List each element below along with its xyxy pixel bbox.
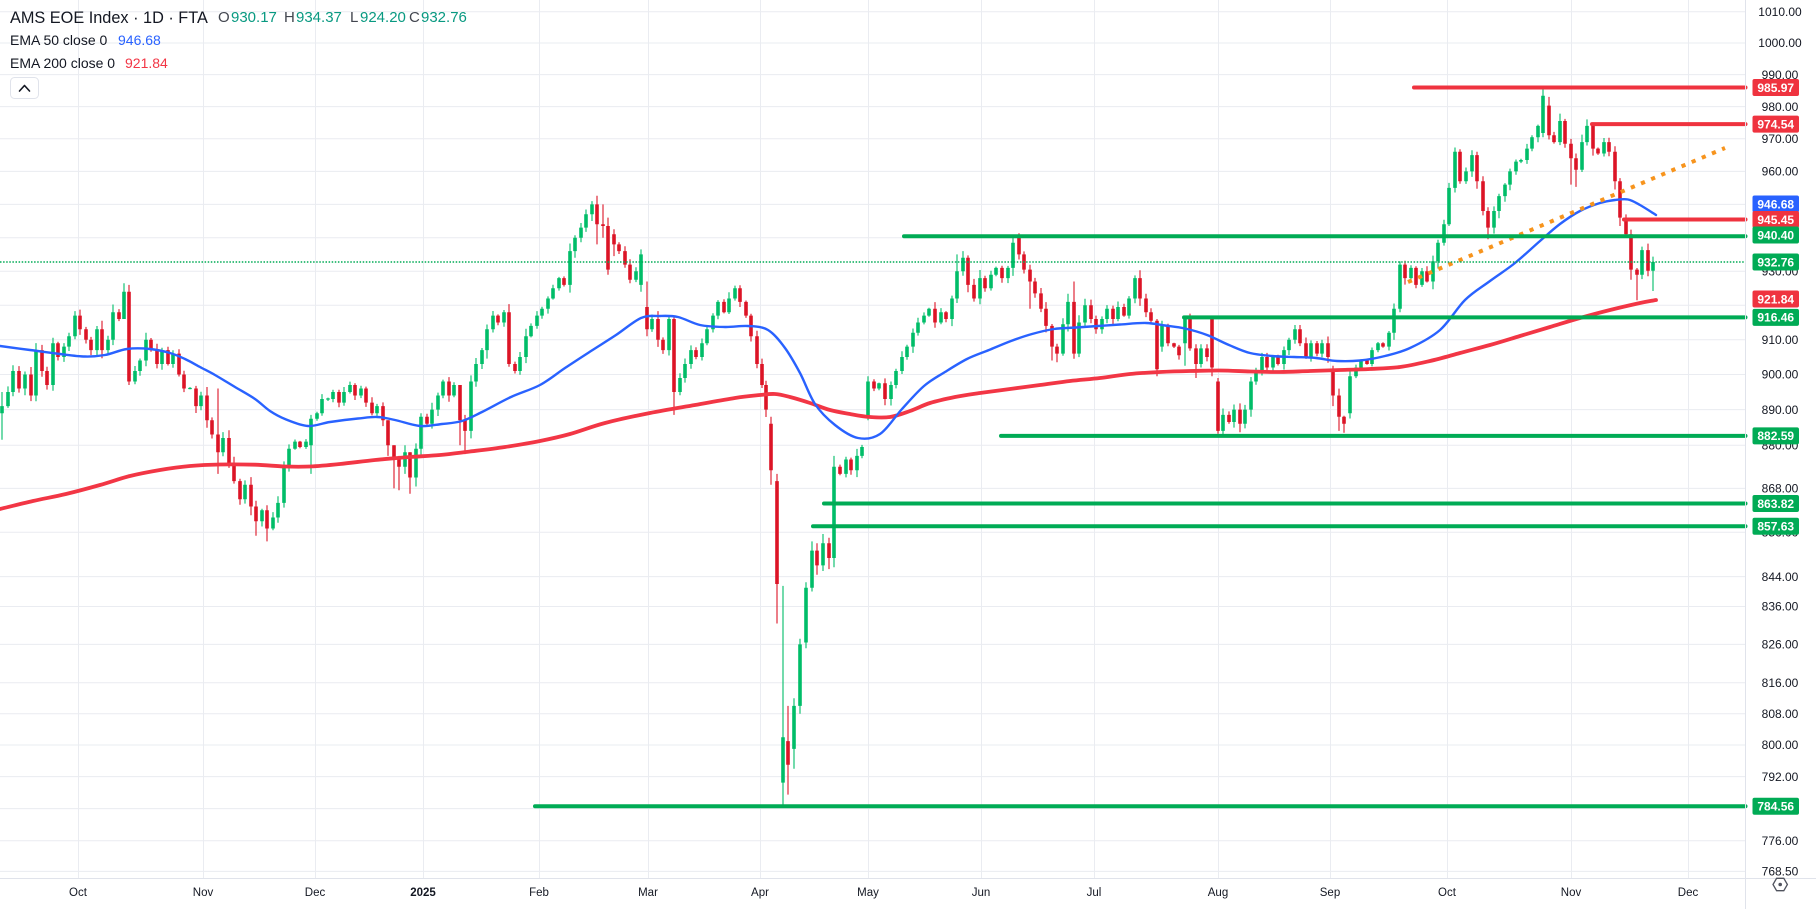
svg-text:Dec: Dec — [1678, 887, 1699, 899]
svg-text:934.37: 934.37 — [296, 9, 342, 26]
svg-text:916.46: 916.46 — [1757, 311, 1794, 325]
svg-text:784.56: 784.56 — [1757, 800, 1794, 814]
svg-text:940.40: 940.40 — [1757, 228, 1794, 242]
svg-text:C: C — [409, 9, 420, 26]
svg-text:Sep: Sep — [1320, 887, 1340, 899]
svg-text:863.82: 863.82 — [1757, 497, 1794, 511]
svg-text:932.76: 932.76 — [1757, 255, 1794, 269]
svg-text:AMS EOE Index · 1D · FTA: AMS EOE Index · 1D · FTA — [10, 9, 208, 27]
svg-text:L: L — [350, 9, 358, 26]
svg-text:808.00: 808.00 — [1762, 707, 1799, 721]
svg-text:882.59: 882.59 — [1757, 429, 1794, 443]
svg-text:900.00: 900.00 — [1762, 368, 1799, 382]
svg-text:980.00: 980.00 — [1762, 100, 1799, 114]
svg-text:816.00: 816.00 — [1762, 676, 1799, 690]
svg-text:Oct: Oct — [1438, 887, 1457, 899]
svg-text:1010.00: 1010.00 — [1758, 5, 1802, 19]
svg-text:970.00: 970.00 — [1762, 132, 1799, 146]
svg-text:945.45: 945.45 — [1757, 213, 1794, 227]
svg-text:924.20: 924.20 — [360, 9, 406, 26]
svg-text:O: O — [218, 9, 230, 26]
svg-text:776.00: 776.00 — [1762, 834, 1799, 848]
svg-text:2025: 2025 — [410, 887, 436, 899]
svg-text:826.00: 826.00 — [1762, 638, 1799, 652]
svg-text:910.00: 910.00 — [1762, 333, 1799, 347]
svg-text:946.68: 946.68 — [1757, 197, 1794, 211]
svg-text:H: H — [284, 9, 295, 26]
svg-text:Nov: Nov — [193, 887, 214, 899]
svg-text:921.84: 921.84 — [1757, 292, 1794, 306]
svg-text:Dec: Dec — [305, 887, 326, 899]
svg-text:Jul: Jul — [1087, 887, 1102, 899]
svg-text:985.97: 985.97 — [1757, 81, 1794, 95]
svg-text:946.68: 946.68 — [118, 32, 161, 48]
svg-text:844.00: 844.00 — [1762, 570, 1799, 584]
svg-text:890.00: 890.00 — [1762, 403, 1799, 417]
svg-text:800.00: 800.00 — [1762, 738, 1799, 752]
svg-text:EMA 50 close 0: EMA 50 close 0 — [10, 32, 107, 48]
svg-text:868.00: 868.00 — [1762, 482, 1799, 496]
svg-text:Feb: Feb — [529, 887, 549, 899]
svg-text:EMA 200 close 0: EMA 200 close 0 — [10, 55, 115, 71]
svg-text:1000.00: 1000.00 — [1758, 36, 1802, 50]
svg-text:990.00: 990.00 — [1762, 68, 1799, 82]
svg-text:Aug: Aug — [1208, 887, 1228, 899]
svg-text:Oct: Oct — [69, 887, 88, 899]
svg-text:768.50: 768.50 — [1762, 865, 1799, 879]
svg-text:Nov: Nov — [1561, 887, 1582, 899]
svg-text:Apr: Apr — [751, 887, 769, 899]
svg-text:857.63: 857.63 — [1757, 520, 1794, 534]
svg-text:932.76: 932.76 — [421, 9, 467, 26]
svg-text:960.00: 960.00 — [1762, 165, 1799, 179]
svg-text:930.17: 930.17 — [231, 9, 277, 26]
svg-text:836.00: 836.00 — [1762, 600, 1799, 614]
svg-text:Jun: Jun — [972, 887, 991, 899]
svg-text:792.00: 792.00 — [1762, 770, 1799, 784]
svg-text:974.54: 974.54 — [1757, 117, 1794, 131]
svg-text:Mar: Mar — [638, 887, 658, 899]
svg-text:May: May — [857, 887, 879, 899]
svg-text:921.84: 921.84 — [125, 55, 168, 71]
